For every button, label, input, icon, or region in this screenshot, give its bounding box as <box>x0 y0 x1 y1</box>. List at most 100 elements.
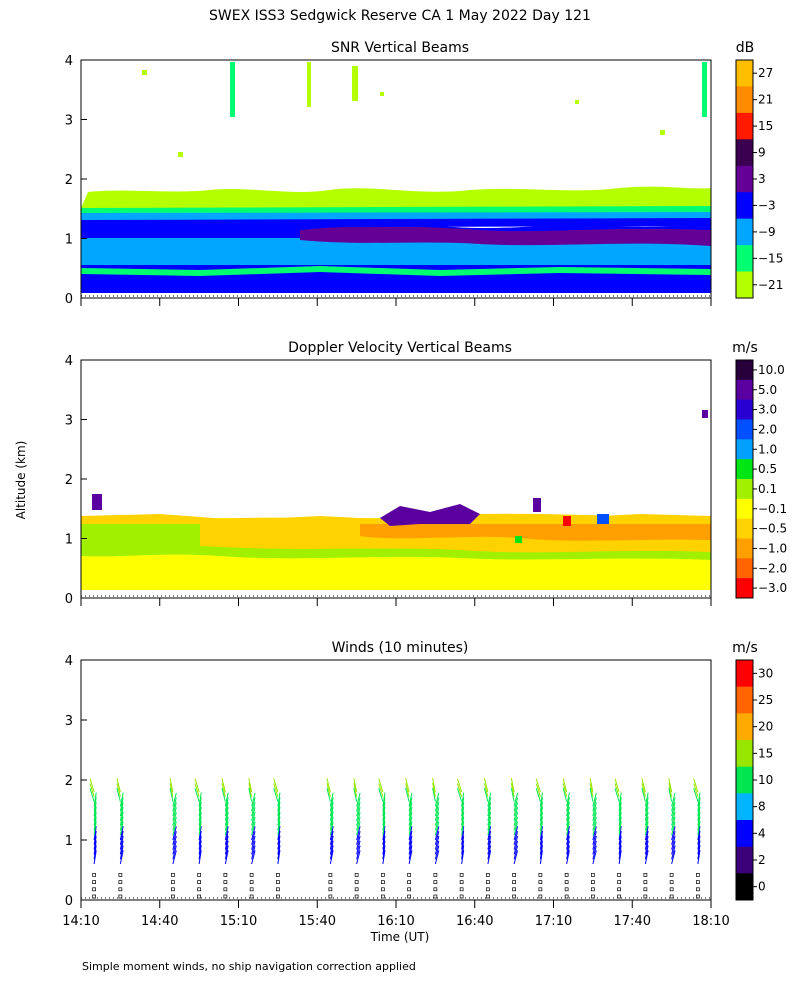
winds-colorbar-tick-label: 0 <box>758 880 766 894</box>
wind-barb <box>487 826 492 841</box>
wind-barb <box>277 816 281 831</box>
winds-y-tick-label: 4 <box>65 654 73 669</box>
wind-barb <box>483 778 489 793</box>
wind-barb <box>513 826 519 841</box>
wind-barb <box>697 792 701 807</box>
doppler-colorbar-tick-label: 3.0 <box>758 403 777 417</box>
wind-barb <box>93 826 97 841</box>
wind-barb <box>641 787 646 802</box>
wind-barb <box>566 850 570 865</box>
wind-barb <box>697 811 701 826</box>
winds-x-tick-label: 17:40 <box>614 914 651 929</box>
snr-y-tick-label: 4 <box>65 54 73 69</box>
wind-barb <box>432 778 436 793</box>
wind-barb <box>405 778 410 793</box>
wind-barb <box>172 811 177 826</box>
calm-marker <box>669 894 674 899</box>
wind-barb <box>618 806 622 821</box>
doppler-colorbar-swatch <box>736 498 753 520</box>
wind-barb <box>277 835 281 850</box>
snr-surface <box>81 288 711 292</box>
calm-marker <box>118 894 123 899</box>
wind-barb <box>513 831 519 845</box>
wind-barb <box>432 782 436 797</box>
figure-title: SWEX ISS3 Sedgwick Reserve CA 1 May 2022… <box>209 8 591 24</box>
wind-barb <box>592 792 597 807</box>
wind-profile <box>668 778 676 899</box>
wind-barb <box>644 845 649 860</box>
wind-barb <box>93 802 97 817</box>
wind-barb <box>697 850 701 865</box>
snr-column-3 <box>352 66 358 101</box>
wind-barb <box>221 787 226 802</box>
wind-barb <box>539 816 543 831</box>
wind-barb <box>251 811 256 826</box>
wind-barb <box>434 802 440 817</box>
wind-barb <box>513 807 519 821</box>
wind-barb <box>221 783 226 797</box>
wind-barb <box>251 816 256 831</box>
wind-barb <box>539 821 543 836</box>
wind-barb <box>119 850 124 865</box>
winds-x-tick-label: 16:10 <box>377 914 414 929</box>
wind-barb <box>461 792 465 807</box>
snr-speck-4 <box>575 100 579 104</box>
wind-barb <box>119 830 124 845</box>
wind-profile <box>535 778 543 899</box>
calm-marker <box>512 873 516 877</box>
wind-barb <box>487 830 492 845</box>
wind-barb <box>487 811 492 826</box>
doppler-colorbar-tick-label: 0.1 <box>758 482 777 496</box>
snr-colorbar-swatch <box>736 218 753 246</box>
wind-barb <box>697 835 701 850</box>
snr-colorbar-swatch <box>736 245 753 273</box>
wind-barb <box>592 850 597 865</box>
doppler-y-tick-label: 2 <box>65 473 73 488</box>
wind-barb <box>119 826 124 841</box>
wind-profile <box>248 778 256 899</box>
calm-marker <box>696 887 700 892</box>
wind-barb <box>248 778 253 793</box>
wind-barb <box>641 778 646 793</box>
calm-marker <box>538 894 543 899</box>
wind-barb <box>434 807 440 821</box>
wind-barb <box>356 831 361 845</box>
snr-y-tick-label: 2 <box>65 173 73 188</box>
wind-barb <box>224 821 229 836</box>
wind-barb <box>251 797 256 812</box>
wind-barb <box>382 816 386 831</box>
calm-marker <box>197 887 201 892</box>
wind-barb <box>671 826 676 841</box>
wind-barb <box>697 816 701 831</box>
wind-barb <box>251 807 256 821</box>
wind-barb <box>277 792 281 807</box>
wind-barb <box>353 782 358 797</box>
calm-marker <box>564 873 569 877</box>
wind-barb <box>93 797 97 812</box>
calm-marker <box>197 880 201 884</box>
wind-barb <box>592 816 597 831</box>
wind-barb <box>487 845 492 860</box>
winds-colorbar-swatch <box>736 766 753 794</box>
wind-barb <box>329 835 334 850</box>
calm-marker <box>486 880 490 884</box>
wind-barb <box>566 797 570 812</box>
wind-barb <box>119 816 124 831</box>
wind-barb <box>194 778 200 793</box>
doppler-y-tick-label: 4 <box>65 354 73 369</box>
wind-barb <box>172 797 177 812</box>
calm-marker <box>328 880 333 884</box>
wind-barb <box>277 806 281 821</box>
wind-profile <box>273 778 281 899</box>
wind-barb <box>405 787 410 802</box>
calm-marker <box>591 894 595 899</box>
wind-barb <box>566 816 570 831</box>
wind-barb <box>671 816 676 831</box>
calm-marker <box>669 873 674 877</box>
wind-barb <box>566 826 570 841</box>
snr-colorbar-tick-label: −3 <box>758 198 776 212</box>
wind-barb <box>618 802 622 817</box>
winds-x-tick-label: 16:40 <box>456 914 493 929</box>
wind-barb <box>356 845 361 860</box>
wind-barb <box>408 816 413 831</box>
